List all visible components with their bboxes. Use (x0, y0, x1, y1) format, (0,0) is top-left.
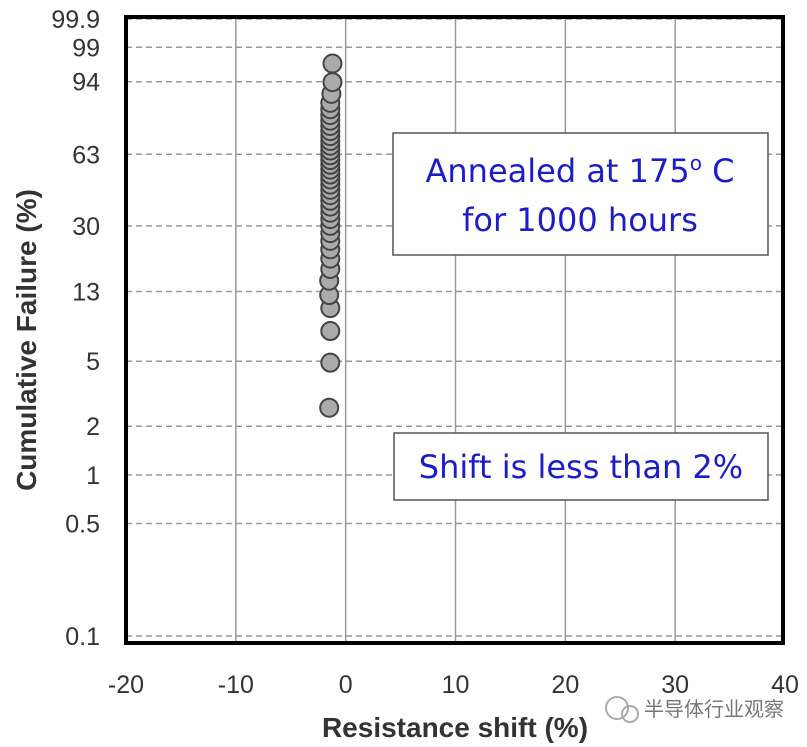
wechat-icon-bubble (621, 705, 639, 723)
grid (126, 17, 783, 643)
x-tick-label: -20 (108, 671, 144, 699)
y-tick-label: 99.9 (51, 6, 100, 34)
data-point (319, 397, 340, 418)
y-tick-label: 99 (72, 34, 100, 62)
watermark-text: 半导体行业观察 (644, 697, 784, 721)
x-tick-label: 20 (551, 671, 579, 699)
x-axis-label: Resistance shift (%) (322, 712, 588, 743)
annotation-text: Shift is less than 2% (419, 448, 743, 486)
y-tick-label: 13 (72, 278, 100, 306)
annotation-box (392, 132, 769, 256)
y-tick-label: 1 (86, 462, 100, 490)
annotation-line-1: Annealed at 175o C (426, 151, 735, 190)
watermark: 半导体行业观察 (605, 696, 784, 723)
annotation-line-2: for 1000 hours (462, 201, 698, 239)
annotation-annealed: Annealed at 175o C for 1000 hours (392, 132, 769, 256)
plot-frame (124, 15, 785, 645)
x-tick-label: 10 (442, 671, 470, 699)
annotation-box (393, 432, 769, 501)
data-point (322, 53, 343, 74)
data-point (320, 321, 341, 342)
data-point (322, 72, 343, 93)
data-points (319, 53, 343, 418)
x-tick-label: 0 (339, 671, 353, 699)
x-tick-labels: -20 -10 0 10 20 30 40 (108, 671, 799, 699)
y-tick-label: 94 (72, 69, 100, 97)
y-tick-label: 0.1 (65, 623, 100, 651)
y-tick-label: 0.5 (65, 511, 100, 539)
y-axis-label: Cumulative Failure (%) (11, 189, 42, 491)
data-point (320, 352, 341, 373)
x-tick-label: -10 (218, 671, 254, 699)
annotation-shift: Shift is less than 2% (393, 432, 769, 501)
y-tick-label: 2 (86, 413, 100, 441)
wechat-icon (605, 696, 629, 720)
y-tick-label: 30 (72, 213, 100, 241)
x-tick-label: 30 (661, 671, 689, 699)
x-tick-label: 40 (771, 671, 799, 699)
y-tick-label: 63 (72, 141, 100, 169)
y-tick-label: 5 (86, 348, 100, 376)
